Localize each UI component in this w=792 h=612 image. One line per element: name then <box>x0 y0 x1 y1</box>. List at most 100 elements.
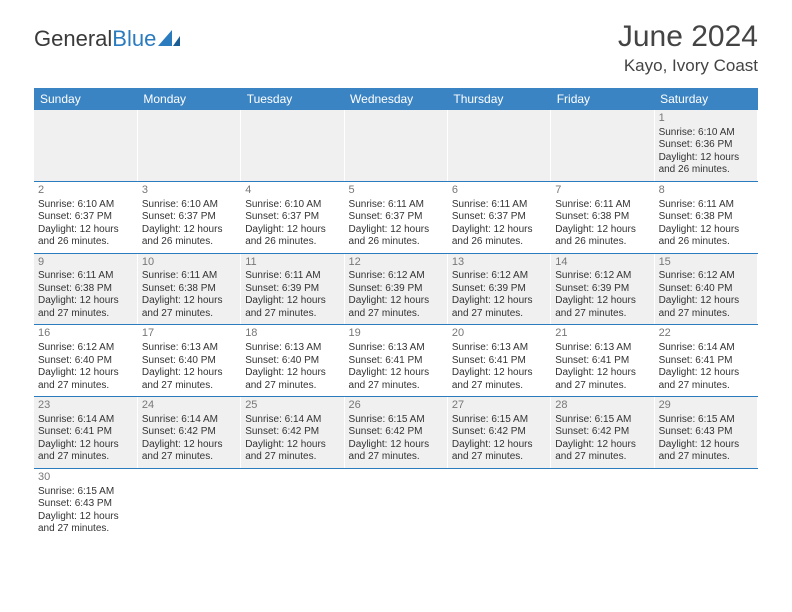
day-number: 16 <box>38 327 133 341</box>
day-cell: 29Sunrise: 6:15 AMSunset: 6:43 PMDayligh… <box>654 397 757 469</box>
daylight-text: Daylight: 12 hours and 27 minutes. <box>659 439 753 464</box>
sunset-text: Sunset: 6:39 PM <box>452 283 546 296</box>
day-cell: 16Sunrise: 6:12 AMSunset: 6:40 PMDayligh… <box>34 325 137 397</box>
sunrise-text: Sunrise: 6:11 AM <box>142 270 236 283</box>
empty-cell <box>137 110 240 181</box>
day-number: 4 <box>245 184 339 198</box>
day-number: 17 <box>142 327 236 341</box>
empty-cell <box>344 110 447 181</box>
sunset-text: Sunset: 6:42 PM <box>142 426 236 439</box>
sunset-text: Sunset: 6:41 PM <box>555 355 649 368</box>
empty-cell <box>551 110 654 181</box>
month-year: June 2024 <box>618 20 758 54</box>
sunrise-text: Sunrise: 6:10 AM <box>245 199 339 212</box>
day-cell: 10Sunrise: 6:11 AMSunset: 6:38 PMDayligh… <box>137 253 240 325</box>
day-number: 14 <box>555 256 649 270</box>
sunset-text: Sunset: 6:43 PM <box>659 426 753 439</box>
day-cell: 19Sunrise: 6:13 AMSunset: 6:41 PMDayligh… <box>344 325 447 397</box>
day-cell: 30Sunrise: 6:15 AMSunset: 6:43 PMDayligh… <box>34 468 137 539</box>
day-cell: 2Sunrise: 6:10 AMSunset: 6:37 PMDaylight… <box>34 181 137 253</box>
sunset-text: Sunset: 6:38 PM <box>142 283 236 296</box>
sunrise-text: Sunrise: 6:12 AM <box>349 270 443 283</box>
daylight-text: Daylight: 12 hours and 26 minutes. <box>349 224 443 249</box>
daylight-text: Daylight: 12 hours and 27 minutes. <box>245 367 339 392</box>
sunrise-text: Sunrise: 6:11 AM <box>452 199 546 212</box>
daylight-text: Daylight: 12 hours and 27 minutes. <box>142 439 236 464</box>
weekday-header: Friday <box>551 88 654 110</box>
daylight-text: Daylight: 12 hours and 27 minutes. <box>245 295 339 320</box>
daylight-text: Daylight: 12 hours and 27 minutes. <box>38 295 133 320</box>
sunset-text: Sunset: 6:39 PM <box>245 283 339 296</box>
day-number: 3 <box>142 184 236 198</box>
location: Kayo, Ivory Coast <box>618 56 758 76</box>
empty-cell <box>447 468 550 539</box>
weekday-header: Tuesday <box>241 88 344 110</box>
sunrise-text: Sunrise: 6:13 AM <box>452 342 546 355</box>
weekday-header: Thursday <box>447 88 550 110</box>
day-number: 6 <box>452 184 546 198</box>
sunrise-text: Sunrise: 6:10 AM <box>38 199 133 212</box>
sunrise-text: Sunrise: 6:14 AM <box>142 414 236 427</box>
sunset-text: Sunset: 6:43 PM <box>38 498 133 511</box>
daylight-text: Daylight: 12 hours and 26 minutes. <box>452 224 546 249</box>
calendar-row: 9Sunrise: 6:11 AMSunset: 6:38 PMDaylight… <box>34 253 758 325</box>
day-cell: 28Sunrise: 6:15 AMSunset: 6:42 PMDayligh… <box>551 397 654 469</box>
sunset-text: Sunset: 6:42 PM <box>555 426 649 439</box>
day-cell: 3Sunrise: 6:10 AMSunset: 6:37 PMDaylight… <box>137 181 240 253</box>
day-number: 5 <box>349 184 443 198</box>
day-number: 24 <box>142 399 236 413</box>
sunrise-text: Sunrise: 6:12 AM <box>452 270 546 283</box>
sunset-text: Sunset: 6:40 PM <box>659 283 753 296</box>
title-block: June 2024 Kayo, Ivory Coast <box>618 20 758 76</box>
weekday-header: Saturday <box>654 88 757 110</box>
calendar-row: 23Sunrise: 6:14 AMSunset: 6:41 PMDayligh… <box>34 397 758 469</box>
sunrise-text: Sunrise: 6:15 AM <box>659 414 753 427</box>
daylight-text: Daylight: 12 hours and 27 minutes. <box>452 367 546 392</box>
day-cell: 6Sunrise: 6:11 AMSunset: 6:37 PMDaylight… <box>447 181 550 253</box>
day-number: 29 <box>659 399 753 413</box>
day-cell: 5Sunrise: 6:11 AMSunset: 6:37 PMDaylight… <box>344 181 447 253</box>
empty-cell <box>551 468 654 539</box>
day-number: 27 <box>452 399 546 413</box>
day-cell: 7Sunrise: 6:11 AMSunset: 6:38 PMDaylight… <box>551 181 654 253</box>
empty-cell <box>447 110 550 181</box>
empty-cell <box>241 110 344 181</box>
daylight-text: Daylight: 12 hours and 27 minutes. <box>142 367 236 392</box>
day-cell: 12Sunrise: 6:12 AMSunset: 6:39 PMDayligh… <box>344 253 447 325</box>
sunset-text: Sunset: 6:38 PM <box>38 283 133 296</box>
daylight-text: Daylight: 12 hours and 27 minutes. <box>555 367 649 392</box>
day-number: 30 <box>38 471 133 485</box>
calendar-row: 1Sunrise: 6:10 AMSunset: 6:36 PMDaylight… <box>34 110 758 181</box>
day-cell: 22Sunrise: 6:14 AMSunset: 6:41 PMDayligh… <box>654 325 757 397</box>
day-number: 25 <box>245 399 339 413</box>
day-cell: 8Sunrise: 6:11 AMSunset: 6:38 PMDaylight… <box>654 181 757 253</box>
sunrise-text: Sunrise: 6:15 AM <box>38 486 133 499</box>
daylight-text: Daylight: 12 hours and 26 minutes. <box>659 152 753 177</box>
daylight-text: Daylight: 12 hours and 27 minutes. <box>245 439 339 464</box>
sunrise-text: Sunrise: 6:15 AM <box>555 414 649 427</box>
sunrise-text: Sunrise: 6:14 AM <box>245 414 339 427</box>
sunrise-text: Sunrise: 6:15 AM <box>452 414 546 427</box>
sunrise-text: Sunrise: 6:13 AM <box>245 342 339 355</box>
day-number: 21 <box>555 327 649 341</box>
empty-cell <box>241 468 344 539</box>
sunset-text: Sunset: 6:40 PM <box>38 355 133 368</box>
day-number: 1 <box>659 112 753 126</box>
sunset-text: Sunset: 6:37 PM <box>245 211 339 224</box>
day-cell: 18Sunrise: 6:13 AMSunset: 6:40 PMDayligh… <box>241 325 344 397</box>
empty-cell <box>34 110 137 181</box>
day-cell: 17Sunrise: 6:13 AMSunset: 6:40 PMDayligh… <box>137 325 240 397</box>
calendar-row: 2Sunrise: 6:10 AMSunset: 6:37 PMDaylight… <box>34 181 758 253</box>
calendar-body: 1Sunrise: 6:10 AMSunset: 6:36 PMDaylight… <box>34 110 758 540</box>
sunset-text: Sunset: 6:37 PM <box>452 211 546 224</box>
sunset-text: Sunset: 6:42 PM <box>245 426 339 439</box>
day-number: 10 <box>142 256 236 270</box>
day-cell: 25Sunrise: 6:14 AMSunset: 6:42 PMDayligh… <box>241 397 344 469</box>
daylight-text: Daylight: 12 hours and 27 minutes. <box>555 439 649 464</box>
calendar-row: 30Sunrise: 6:15 AMSunset: 6:43 PMDayligh… <box>34 468 758 539</box>
daylight-text: Daylight: 12 hours and 27 minutes. <box>38 511 133 536</box>
sunrise-text: Sunrise: 6:13 AM <box>349 342 443 355</box>
daylight-text: Daylight: 12 hours and 27 minutes. <box>452 295 546 320</box>
logo-text-general: General <box>34 26 112 52</box>
sunrise-text: Sunrise: 6:11 AM <box>555 199 649 212</box>
